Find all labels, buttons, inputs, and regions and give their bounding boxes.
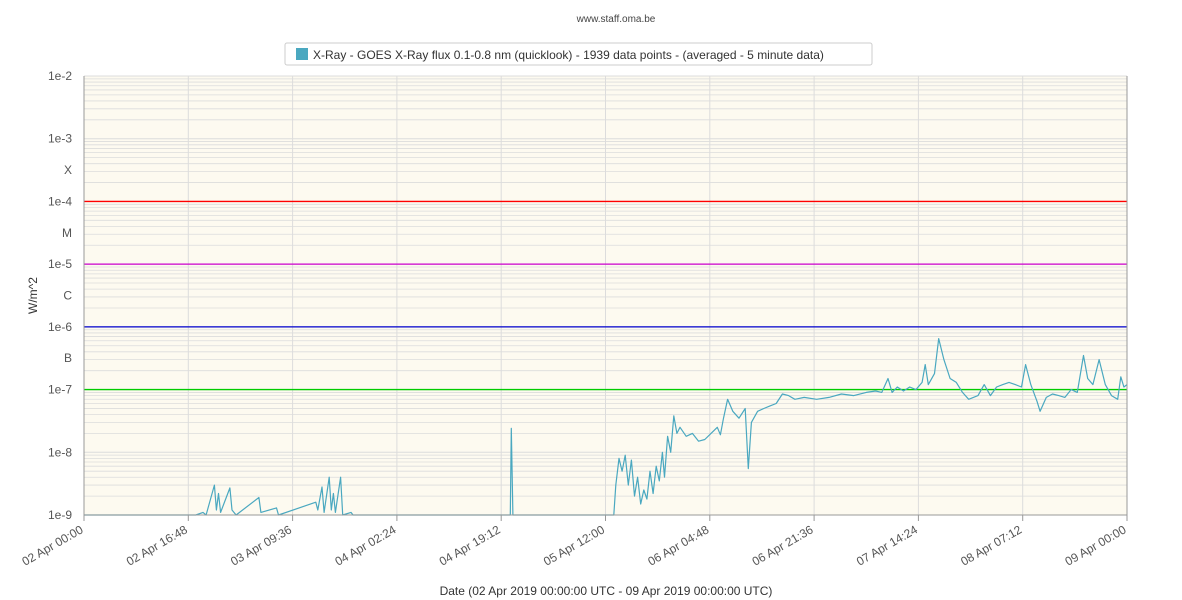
legend-entry: X-Ray - GOES X-Ray flux 0.1-0.8 nm (quic… bbox=[313, 48, 824, 62]
y-tick-label: 1e-7 bbox=[48, 383, 72, 397]
x-axis-title: Date (02 Apr 2019 00:00:00 UTC - 09 Apr … bbox=[440, 584, 773, 598]
legend[interactable]: X-Ray - GOES X-Ray flux 0.1-0.8 nm (quic… bbox=[284, 42, 873, 66]
y-tick-label: 1e-4 bbox=[48, 194, 72, 208]
x-tick-label: 07 Apr 14:24 bbox=[854, 522, 920, 568]
x-tick-label: 05 Apr 12:00 bbox=[541, 522, 607, 568]
x-tick-label: 04 Apr 02:24 bbox=[332, 522, 398, 568]
x-tick-label: 08 Apr 07:12 bbox=[958, 522, 1024, 568]
legend-swatch bbox=[296, 48, 308, 60]
x-tick-label: 06 Apr 04:48 bbox=[645, 522, 711, 568]
y-tick-label: 1e-5 bbox=[48, 257, 72, 271]
y-tick-label: C bbox=[63, 289, 72, 303]
x-tick-label: 03 Apr 09:36 bbox=[228, 522, 294, 568]
legend-box bbox=[284, 42, 873, 66]
x-tick-labels: 02 Apr 00:00 02 Apr 16:48 03 Apr 09:36 04 A… bbox=[20, 522, 1129, 568]
series-line-0 bbox=[84, 338, 1128, 516]
y-tick-label: 1e-9 bbox=[48, 508, 72, 522]
y-tick-label: 1e-2 bbox=[48, 69, 72, 83]
y-tick-label: 1e-8 bbox=[48, 445, 72, 459]
series-layer bbox=[84, 338, 1128, 516]
x-tick-label: 04 Apr 19:12 bbox=[437, 522, 503, 568]
x-tick-label: 02 Apr 00:00 bbox=[20, 522, 86, 568]
y-axis-title: W/m^2 bbox=[26, 277, 40, 314]
y-tick-label: M bbox=[62, 226, 72, 240]
y-tick-label: 1e-6 bbox=[48, 320, 72, 334]
x-tick-label: 09 Apr 00:00 bbox=[1063, 522, 1129, 568]
x-tick-label: 02 Apr 16:48 bbox=[124, 522, 190, 568]
flare-class-thresholds bbox=[84, 200, 1127, 391]
y-tick-label: B bbox=[64, 351, 72, 365]
y-tick-label: X bbox=[64, 163, 72, 177]
y-tick-label: 1e-3 bbox=[48, 132, 72, 146]
source-label: www.staff.oma.be bbox=[576, 14, 656, 25]
y-tick-labels: 1e-2 1e-3 X 1e-4 M 1e-5 C 1e-6 B 1e-7 1e-8 1e-9 bbox=[48, 69, 72, 522]
axes bbox=[83, 76, 1128, 521]
x-tick-label: 06 Apr 21:36 bbox=[750, 522, 816, 568]
